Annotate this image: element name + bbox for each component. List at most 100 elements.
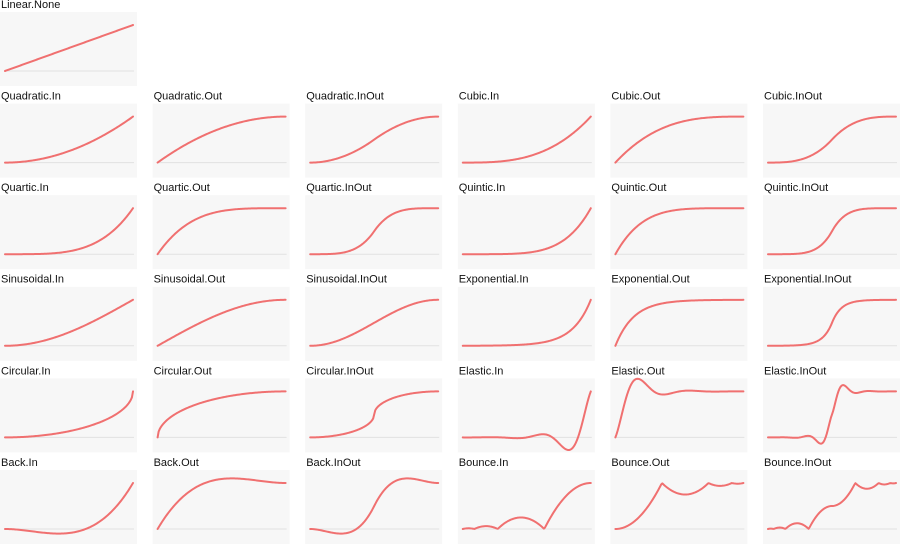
easing-panel: Cubic.In [457, 91, 595, 178]
easing-curve [156, 477, 287, 530]
panel-background [152, 378, 290, 453]
easing-curve [309, 477, 440, 535]
easing-curve [4, 390, 134, 439]
panel-label: Cubic.InOut [764, 91, 822, 103]
panel-label: Cubic.In [459, 91, 499, 103]
panel-label: Elastic.InOut [764, 365, 826, 377]
panel-label: Back.In [1, 457, 38, 469]
easing-curve [767, 298, 897, 347]
easing-panel: Circular.InOut [305, 365, 443, 453]
panel-label: Quartic.In [1, 182, 49, 194]
easing-curve [614, 115, 745, 164]
easing-panel: Bounce.InOut [763, 457, 900, 544]
panel-background [0, 378, 137, 453]
easing-panel: Elastic.Out [610, 365, 748, 453]
easing-panel: Quartic.InOut [305, 182, 443, 270]
easing-curve [4, 482, 134, 535]
easing-panel: Sinusoidal.Out [152, 274, 290, 361]
easing-panel: Bounce.In [457, 457, 595, 544]
easing-curve [614, 298, 745, 347]
panel-background [610, 470, 748, 544]
easing-curve [4, 207, 134, 256]
easing-panel: Quadratic.InOut [305, 91, 443, 178]
easing-panel: Circular.In [0, 365, 137, 453]
panel-label: Sinusoidal.In [1, 274, 64, 286]
panel-label: Quintic.Out [611, 182, 666, 194]
easing-curve [614, 377, 745, 439]
panel-label: Sinusoidal.Out [154, 274, 226, 286]
panel-background [0, 286, 137, 361]
panel-label: Bounce.Out [611, 457, 669, 469]
easing-panel: Circular.Out [152, 365, 290, 453]
easing-curve [461, 390, 592, 452]
panel-background [610, 286, 748, 361]
easing-panel: Back.Out [152, 457, 290, 544]
panel-label: Sinusoidal.InOut [306, 274, 387, 286]
panel-background [610, 378, 748, 453]
panel-background [152, 103, 290, 178]
easing-panel: Elastic.In [457, 365, 595, 453]
easing-panel: Back.In [0, 457, 137, 544]
easing-panel: Quartic.In [0, 182, 137, 270]
easing-curve [461, 115, 592, 164]
easing-panel: Exponential.Out [610, 274, 748, 361]
panel-label: Exponential.InOut [764, 274, 851, 286]
easing-curve [4, 298, 134, 347]
easing-curve [767, 384, 897, 445]
easing-panel: Linear.None [0, 0, 137, 86]
easing-panel: Quadratic.Out [152, 91, 290, 178]
easing-curve [156, 207, 287, 256]
panel-label: Circular.Out [154, 365, 212, 377]
panel-background [457, 103, 595, 178]
panel-label: Quintic.In [459, 182, 505, 194]
easing-curve [461, 207, 592, 256]
panel-label: Quadratic.In [1, 91, 61, 103]
easing-panel: Exponential.In [457, 274, 595, 361]
panel-label: Circular.In [1, 365, 51, 377]
easing-curve [461, 482, 592, 530]
easing-curve [614, 482, 745, 530]
easing-curve [767, 482, 897, 530]
easing-panel: Sinusoidal.InOut [305, 274, 443, 361]
panel-label: Exponential.Out [611, 274, 689, 286]
easing-panel: Back.InOut [305, 457, 443, 544]
easing-curve [156, 390, 287, 439]
easing-curve [156, 115, 287, 164]
easing-panel: Quartic.Out [152, 182, 290, 270]
panel-label: Circular.InOut [306, 365, 373, 377]
panel-label: Quartic.Out [154, 182, 210, 194]
panel-label: Quadratic.InOut [306, 91, 384, 103]
panel-background [0, 470, 137, 544]
panel-background [0, 103, 137, 178]
easing-curve [156, 298, 287, 347]
panel-label: Bounce.InOut [764, 457, 831, 469]
easing-curve [4, 115, 134, 164]
panel-label: Exponential.In [459, 274, 529, 286]
easing-panel: Sinusoidal.In [0, 274, 137, 361]
panel-label: Quintic.InOut [764, 182, 828, 194]
panel-label: Elastic.In [459, 365, 504, 377]
panel-label: Quartic.InOut [306, 182, 371, 194]
panel-label: Cubic.Out [611, 91, 660, 103]
easing-panel: Quadratic.In [0, 91, 137, 178]
easing-panel: Quintic.InOut [763, 182, 900, 270]
easing-panel: Cubic.Out [610, 91, 748, 178]
easing-curve [309, 298, 440, 347]
panel-label: Bounce.In [459, 457, 509, 469]
panel-background [457, 286, 595, 361]
panel-background [152, 195, 290, 270]
easing-curve [309, 390, 440, 439]
panel-label: Back.Out [154, 457, 199, 469]
panel-label: Elastic.Out [611, 365, 664, 377]
panel-background [457, 470, 595, 544]
easing-curve [4, 24, 134, 72]
easing-panel: Cubic.InOut [763, 91, 900, 178]
easing-panel: Exponential.InOut [763, 274, 900, 361]
panel-label: Linear.None [1, 0, 60, 11]
panel-background [457, 378, 595, 453]
easing-panel: Quintic.Out [610, 182, 748, 270]
easing-curve [309, 207, 440, 256]
easing-panel: Bounce.Out [610, 457, 748, 544]
easing-panel: Elastic.InOut [763, 365, 900, 453]
panel-label: Quadratic.Out [154, 91, 222, 103]
